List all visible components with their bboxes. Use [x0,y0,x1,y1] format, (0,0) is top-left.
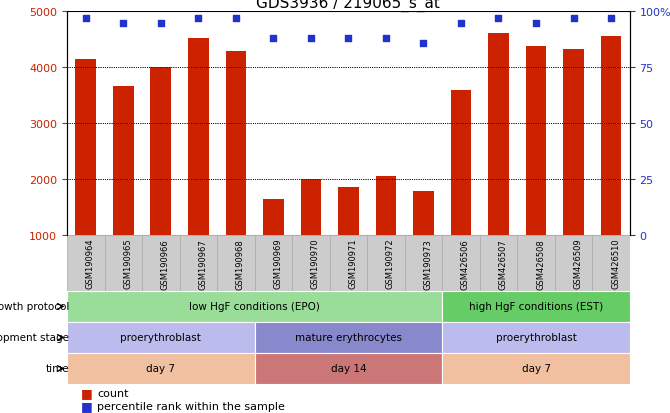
Point [418,40,429,47]
Point [155,20,166,27]
Text: GSM190965: GSM190965 [123,238,132,289]
Bar [451,90,471,235]
Bar [376,176,396,235]
Text: count: count [97,388,129,398]
Bar [67,353,255,384]
Text: GSM426509: GSM426509 [574,238,582,289]
Bar [255,353,442,384]
Text: day 7: day 7 [146,363,176,374]
Text: growth protocol: growth protocol [0,301,69,312]
Point [80,16,91,22]
Point [568,16,579,22]
Text: proerythroblast: proerythroblast [121,332,201,343]
Text: GSM190973: GSM190973 [423,238,432,289]
Text: proerythroblast: proerythroblast [496,332,576,343]
Bar [255,235,292,291]
Point [230,16,241,22]
Bar [67,291,442,322]
Point [306,36,316,43]
Bar [442,291,630,322]
Text: percentile rank within the sample: percentile rank within the sample [97,401,285,411]
Text: GSM190971: GSM190971 [348,238,357,289]
Bar [601,37,621,235]
Bar [480,235,517,291]
Point [493,16,504,22]
Bar [405,235,442,291]
Point [268,36,279,43]
Bar [555,235,592,291]
Text: GSM190968: GSM190968 [236,238,245,289]
Bar [563,50,584,235]
Text: GSM190964: GSM190964 [86,238,94,289]
Point [343,36,354,43]
Title: GDS3936 / 219065_s_at: GDS3936 / 219065_s_at [257,0,440,12]
Bar [442,235,480,291]
Bar [188,39,208,235]
Text: GSM190967: GSM190967 [198,238,207,289]
Text: GSM426506: GSM426506 [461,238,470,289]
Bar [413,192,433,235]
Bar [255,322,442,353]
Text: mature erythrocytes: mature erythrocytes [295,332,402,343]
Bar [67,322,255,353]
Text: ■: ■ [80,386,92,399]
Text: day 7: day 7 [521,363,551,374]
Point [193,16,204,22]
Text: day 14: day 14 [330,363,366,374]
Bar [151,68,171,235]
Point [606,16,616,22]
Bar [330,235,367,291]
Text: GSM190966: GSM190966 [161,238,170,289]
Bar [367,235,405,291]
Text: ■: ■ [80,399,92,412]
Text: GSM190969: GSM190969 [273,238,282,289]
Text: GSM426510: GSM426510 [611,238,620,289]
Text: low HgF conditions (EPO): low HgF conditions (EPO) [189,301,320,312]
Text: development stage: development stage [0,332,69,343]
Bar [526,47,546,235]
Bar [292,235,330,291]
Bar [442,322,630,353]
Text: GSM190970: GSM190970 [311,238,320,289]
Point [381,36,391,43]
Bar [217,235,255,291]
Bar [67,235,105,291]
Bar [301,180,321,235]
Bar [517,235,555,291]
Bar [226,52,246,235]
Bar [488,33,509,235]
Bar [142,235,180,291]
Bar [113,87,133,235]
Text: GSM190972: GSM190972 [386,238,395,289]
Bar [76,60,96,235]
Bar [442,353,630,384]
Bar [180,235,217,291]
Bar [338,188,358,235]
Bar [105,235,142,291]
Bar [592,235,630,291]
Text: time: time [46,363,69,374]
Text: GSM426508: GSM426508 [536,238,545,289]
Text: GSM426507: GSM426507 [498,238,507,289]
Point [118,20,129,27]
Text: high HgF conditions (EST): high HgF conditions (EST) [469,301,603,312]
Bar [263,200,283,235]
Point [531,20,541,27]
Point [456,20,466,27]
